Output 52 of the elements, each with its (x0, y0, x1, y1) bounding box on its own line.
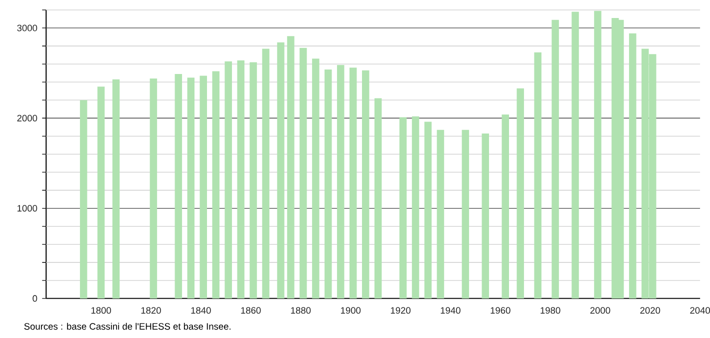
bar (97, 86, 105, 298)
bar (436, 130, 444, 298)
bar (250, 62, 257, 298)
bar (324, 69, 332, 298)
x-tick-label: 2040 (690, 307, 710, 314)
bar (80, 100, 88, 298)
bar (424, 122, 432, 298)
x-tick-label: 1980 (540, 307, 560, 314)
bar (534, 52, 542, 298)
bar (187, 77, 195, 298)
bar (337, 64, 344, 298)
bar (399, 117, 407, 298)
bar (212, 71, 220, 298)
bar (572, 12, 579, 298)
x-tick-label: 1800 (91, 307, 112, 314)
y-tick-label: 0 (32, 295, 38, 302)
bar (200, 76, 207, 298)
y-tick-label: 1000 (18, 204, 38, 212)
source-note: Sources : base Cassini de l'EHESS et base Insee. (24, 322, 230, 330)
bar (312, 58, 320, 298)
bar (374, 98, 382, 298)
bar (516, 88, 524, 298)
bar (502, 114, 509, 298)
x-tick-label: 2020 (640, 307, 660, 314)
bar (262, 48, 270, 298)
bar (224, 61, 232, 298)
bar (150, 78, 158, 298)
x-tick-label: 1880 (291, 307, 311, 314)
bar (300, 48, 307, 298)
bar (552, 20, 559, 298)
bar (112, 79, 120, 298)
x-tick-label: 1840 (191, 307, 211, 314)
x-tick-label: 1820 (141, 307, 161, 314)
x-tick-label: 2000 (590, 307, 610, 314)
bar (629, 33, 636, 298)
bar (462, 130, 470, 298)
y-tick-label: 2000 (17, 114, 38, 122)
bar (287, 36, 294, 298)
y-tick-label: 3000 (17, 24, 38, 32)
bar (482, 133, 490, 298)
x-tick-label: 1960 (490, 307, 510, 314)
bar (237, 60, 244, 298)
bar (174, 74, 182, 298)
x-tick-label: 1920 (390, 307, 411, 314)
x-tick-label: 1860 (241, 307, 261, 314)
bar (362, 70, 370, 298)
bar (277, 42, 284, 298)
bar (412, 116, 420, 298)
x-tick-label: 1940 (440, 307, 460, 314)
bar (594, 10, 602, 298)
x-tick-label: 1900 (341, 307, 361, 314)
bar (350, 68, 357, 298)
